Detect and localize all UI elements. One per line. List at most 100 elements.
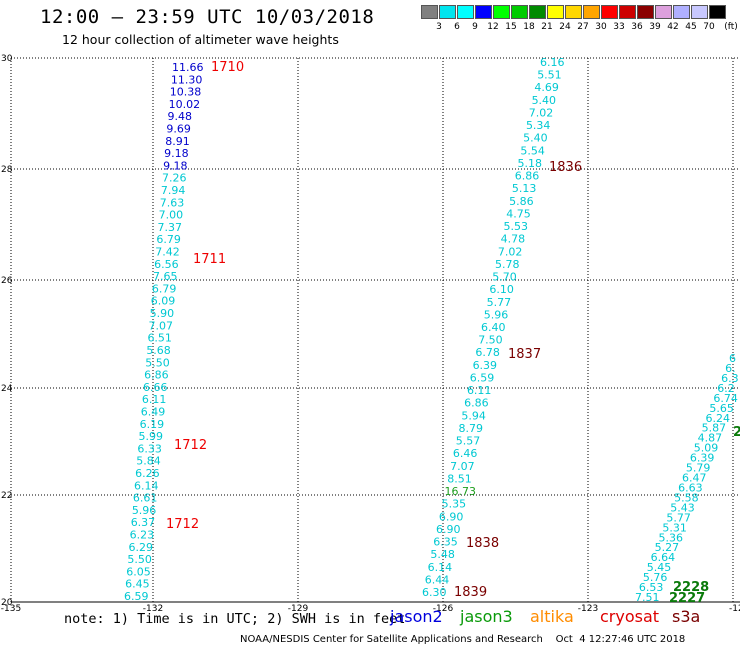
wave-height-value: 4.75 bbox=[506, 207, 531, 220]
legend-label: 15 bbox=[505, 22, 517, 32]
wave-height-value: 6.47 bbox=[682, 472, 707, 485]
wave-height-value: 5.87 bbox=[702, 422, 727, 435]
wave-height-value: 5.27 bbox=[655, 541, 680, 554]
wave-height-value: 6.09 bbox=[151, 295, 176, 308]
longitude-tick-label: -135 bbox=[1, 604, 21, 614]
wave-height-value: 6.63 bbox=[678, 481, 703, 494]
wave-height-value: 10.38 bbox=[170, 86, 202, 99]
wave-height-value: 5.58 bbox=[674, 491, 699, 504]
wave-height-value: 6.44 bbox=[425, 573, 450, 586]
legend-swatch bbox=[619, 5, 636, 19]
map-subtitle: 12 hour collection of altimeter wave hei… bbox=[62, 32, 339, 47]
wave-height-value: 7.07 bbox=[149, 319, 174, 332]
wave-height-value: 7.37 bbox=[157, 221, 182, 234]
wave-height-value: 9.18 bbox=[163, 159, 188, 172]
wave-height-value: 7.07 bbox=[450, 460, 475, 473]
wave-height-value: 6.90 bbox=[439, 510, 464, 523]
wave-height-value: 11.66 bbox=[172, 61, 204, 74]
wave-height-value: 5.94 bbox=[461, 409, 486, 422]
wave-height-value: 4.69 bbox=[534, 81, 559, 94]
legend-label: 39 bbox=[649, 22, 661, 32]
wave-height-value: 5.51 bbox=[537, 69, 562, 82]
wave-height-value: 5.13 bbox=[512, 182, 537, 195]
wave-height-value: 7.02 bbox=[498, 245, 523, 258]
legend-swatch bbox=[565, 5, 582, 19]
longitude-tick-label: -126 bbox=[433, 604, 454, 614]
wave-height-value: 6.40 bbox=[481, 321, 506, 334]
wave-height-value: 6.49 bbox=[141, 405, 166, 418]
wave-height-value: 7.63 bbox=[160, 196, 185, 209]
wave-height-value: 7.50 bbox=[478, 334, 503, 347]
legend-label: 6 bbox=[454, 22, 460, 32]
legend-label: 27 bbox=[577, 22, 589, 32]
pass-time-label: 2228 bbox=[673, 580, 709, 595]
wave-height-value: 6.59 bbox=[470, 371, 495, 384]
wave-height-value: 6.29 bbox=[128, 541, 153, 554]
wave-height-value: 5.86 bbox=[509, 195, 533, 208]
wave-height-value: 5.77 bbox=[487, 296, 512, 309]
legend-swatch bbox=[691, 5, 708, 19]
legend-label: 70 bbox=[703, 22, 715, 32]
wave-height-value: 5.48 bbox=[430, 548, 455, 561]
wave-height-value: 6.61 bbox=[133, 492, 158, 505]
wave-height-value: 5.54 bbox=[520, 144, 545, 157]
legend-swatch bbox=[673, 5, 690, 19]
wave-height-value: 5.40 bbox=[532, 94, 557, 107]
wave-height-value: 5.09 bbox=[694, 442, 719, 455]
wave-height-value: 5.45 bbox=[647, 561, 672, 574]
wave-height-value: 6.10 bbox=[489, 283, 514, 296]
wave-height-value: 6.24 bbox=[706, 412, 731, 425]
wave-height-value: 5.18 bbox=[518, 157, 543, 170]
legend-label: 33 bbox=[613, 22, 625, 32]
wave-height-value: 6.86 bbox=[464, 397, 489, 410]
wave-height-value: 9.48 bbox=[168, 110, 193, 123]
wave-height-value: 6.53 bbox=[639, 581, 664, 594]
legend-swatch bbox=[601, 5, 618, 19]
footnote: note: 1) Time is in UTC; 2) SWH is in fe… bbox=[64, 611, 406, 627]
wave-height-value: 5.99 bbox=[139, 430, 164, 443]
wave-height-value: 6.33 bbox=[137, 442, 162, 455]
pass-time-label: 2227 bbox=[669, 591, 705, 606]
wave-height-value: 7.42 bbox=[155, 246, 180, 259]
wave-height-value: 9.18 bbox=[164, 147, 189, 160]
latitude-tick-label: 22 bbox=[1, 491, 12, 501]
wave-height-value: 4.87 bbox=[698, 432, 723, 445]
legend-unit: (ft) bbox=[724, 22, 738, 32]
wave-height-value: 6.35 bbox=[433, 536, 458, 549]
legend-label: 9 bbox=[472, 22, 478, 32]
wave-height-value: 6. bbox=[725, 362, 736, 375]
legend-label: 42 bbox=[667, 22, 679, 32]
wave-height-value: 5.78 bbox=[495, 258, 520, 271]
legend-label: 18 bbox=[523, 22, 535, 32]
wave-height-value: 6.05 bbox=[126, 565, 151, 578]
wave-height-value: 9.69 bbox=[166, 123, 191, 136]
wave-height-value: 7.26 bbox=[162, 172, 187, 185]
wave-height-value: 6.19 bbox=[140, 418, 165, 431]
pass-time-label: 2 bbox=[733, 425, 740, 440]
wave-height-value: 6.3 bbox=[721, 372, 739, 385]
legend-swatch bbox=[421, 5, 438, 19]
altimeter-tracks: 11.6611.3010.3810.029.489.698.919.189.18… bbox=[124, 56, 739, 604]
legend-label: 12 bbox=[487, 22, 499, 32]
wave-height-value: 7.02 bbox=[529, 106, 554, 119]
wave-height-value: 6.23 bbox=[130, 528, 155, 541]
wave-height-value: 5.50 bbox=[145, 356, 170, 369]
wave-height-value: 6.14 bbox=[428, 561, 453, 574]
legend-swatch bbox=[493, 5, 510, 19]
wave-height-value: 5.96 bbox=[484, 308, 509, 321]
wave-height-value: 5.50 bbox=[127, 553, 152, 566]
latitude-tick-label: 26 bbox=[1, 276, 13, 286]
legend-swatch bbox=[457, 5, 474, 19]
wave-height-value: 6.26 bbox=[135, 467, 160, 480]
pass-time-label: 1712 bbox=[166, 517, 199, 532]
wave-height-value: 6.78 bbox=[475, 346, 500, 359]
wave-height-value: 6.86 bbox=[515, 170, 540, 183]
wave-height-value: 5.34 bbox=[526, 119, 551, 132]
pass-time-labels: 1710 1711 1712 1712 1836 1837 1838 1839 22282227… bbox=[166, 60, 740, 606]
wave-height-value: 6.11 bbox=[142, 393, 167, 406]
wave-height-value: 5.77 bbox=[666, 511, 691, 524]
longitude-tick-label: -129 bbox=[288, 604, 309, 614]
wave-height-value: 5.57 bbox=[456, 435, 481, 448]
legend-swatch bbox=[583, 5, 600, 19]
